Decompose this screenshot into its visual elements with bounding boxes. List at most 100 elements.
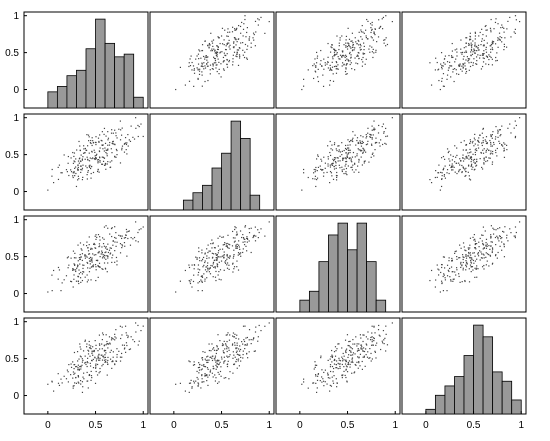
- scatter-point: [352, 43, 355, 46]
- scatter-point: [495, 60, 497, 62]
- scatter-point: [461, 164, 463, 167]
- scatter-point: [442, 275, 444, 278]
- scatter-point: [80, 368, 82, 370]
- scatter-point: [236, 233, 238, 235]
- scatter-point: [460, 247, 462, 249]
- scatter-point: [121, 145, 124, 147]
- scatter-point: [244, 15, 246, 17]
- scatter-point: [491, 241, 493, 243]
- scatter-point: [60, 172, 62, 174]
- scatter-point: [102, 148, 104, 150]
- scatter-point: [243, 238, 245, 240]
- scatter-point: [228, 59, 231, 62]
- scatter-point: [474, 149, 476, 151]
- scatter-point: [90, 348, 92, 350]
- scatter-point: [101, 332, 104, 334]
- scatter-point: [501, 144, 503, 146]
- scatter-point: [198, 49, 200, 51]
- scatter-point: [211, 355, 214, 357]
- scatter-point: [454, 252, 456, 254]
- scatter-point: [250, 46, 252, 48]
- scatter-point: [315, 185, 317, 188]
- scatter-point: [317, 166, 320, 168]
- scatter-point: [515, 19, 517, 21]
- scatter-point: [264, 235, 266, 237]
- scatter-point: [454, 271, 456, 273]
- scatter-point: [435, 57, 437, 59]
- scatter-point: [220, 35, 223, 37]
- scatter-point: [469, 237, 472, 239]
- scatter-point: [96, 170, 99, 173]
- scatter-point: [316, 387, 318, 389]
- scatter-point: [338, 164, 340, 166]
- scatter-point: [231, 245, 234, 247]
- scatter-point: [444, 279, 447, 281]
- scatter-point: [374, 33, 376, 36]
- scatter-point: [115, 156, 117, 158]
- scatter-point: [459, 64, 461, 66]
- scatter-point: [485, 244, 487, 246]
- scatter-point: [88, 140, 90, 142]
- scatter-point: [238, 338, 240, 340]
- scatter-point: [72, 286, 74, 288]
- scatter-point: [246, 31, 248, 34]
- scatter-point: [354, 134, 356, 136]
- scatter-point: [196, 370, 198, 373]
- scatter-point: [350, 140, 352, 142]
- scatter-point: [232, 64, 234, 66]
- scatter-point: [188, 266, 191, 269]
- scatter-point: [78, 368, 80, 370]
- scatter-point: [77, 179, 79, 181]
- scatter-point: [319, 63, 321, 65]
- scatter-point: [329, 68, 332, 70]
- scatter-point: [92, 253, 94, 255]
- scatter-point: [223, 39, 225, 41]
- scatter-point: [347, 139, 349, 141]
- scatter-point: [223, 52, 225, 54]
- scatter-point: [119, 235, 121, 237]
- scatter-point: [490, 45, 492, 47]
- scatter-point: [116, 264, 118, 266]
- scatter-point: [201, 276, 204, 278]
- scatter-point: [475, 165, 477, 167]
- histogram-bar: [308, 290, 320, 313]
- scatter-point: [348, 149, 350, 151]
- scatter-point: [441, 178, 443, 181]
- scatter-point: [442, 85, 445, 87]
- scatter-point: [341, 56, 343, 58]
- scatter-point: [189, 361, 191, 363]
- x-tick-label: 1: [266, 420, 272, 431]
- scatter-point: [188, 279, 190, 282]
- scatter-point: [207, 65, 209, 67]
- scatter-point: [236, 266, 238, 268]
- scatter-point: [478, 35, 480, 37]
- scatter-point: [448, 164, 451, 166]
- scatter-point: [84, 158, 86, 160]
- scatter-point: [95, 141, 97, 144]
- scatter-point: [107, 359, 109, 362]
- scatter-point: [242, 343, 244, 345]
- scatter-point: [236, 243, 238, 245]
- scatter-point: [86, 365, 88, 368]
- scatter-point: [212, 242, 214, 244]
- scatter-point: [76, 351, 79, 353]
- scatter-point: [467, 255, 470, 257]
- scatter-point: [101, 257, 104, 259]
- scatter-point: [344, 70, 347, 73]
- scatter-point: [80, 171, 82, 174]
- scatter-point: [363, 148, 365, 150]
- scatter-point: [338, 357, 340, 359]
- scatter-point: [360, 145, 363, 147]
- scatter-point: [226, 255, 228, 257]
- scatter-point: [454, 68, 456, 70]
- scatter-point: [197, 282, 199, 284]
- scatter-point: [79, 145, 81, 147]
- scatter-point: [482, 152, 485, 154]
- scatter-point: [236, 55, 238, 58]
- scatter-point: [348, 38, 351, 40]
- scatter-point: [227, 332, 229, 334]
- panel-r2-c1: 00.51: [5, 113, 149, 211]
- scatter-point: [119, 120, 121, 122]
- scatter-point: [361, 142, 363, 145]
- scatter-point: [343, 168, 345, 170]
